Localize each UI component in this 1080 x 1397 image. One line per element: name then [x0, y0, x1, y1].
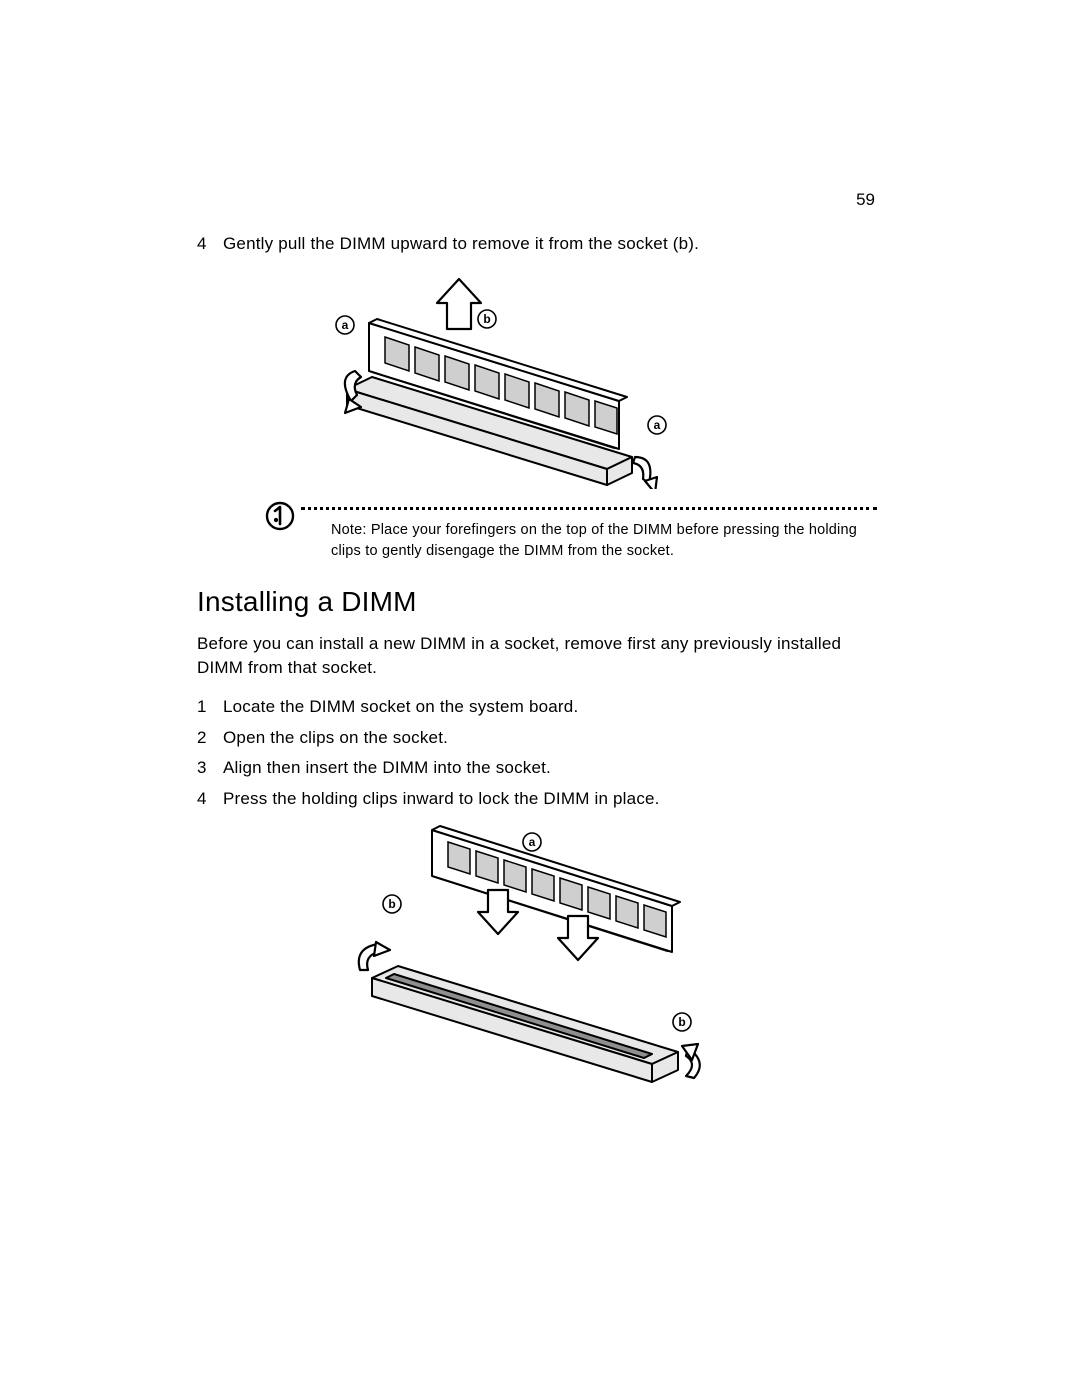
svg-text:b: b	[483, 312, 490, 326]
section-heading-install: Installing a DIMM	[197, 586, 877, 618]
note-body: Place your forefingers on the top of the…	[331, 522, 857, 559]
figure-install-dimm: a b b	[322, 824, 752, 1084]
step-number: 2	[197, 726, 223, 751]
note-rule	[301, 507, 877, 510]
step-text: Press the holding clips inward to lock t…	[223, 787, 877, 812]
step-number: 4	[197, 787, 223, 812]
svg-text:b: b	[678, 1015, 685, 1029]
install-step-2: 2 Open the clips on the socket.	[197, 726, 877, 751]
install-step-4: 4 Press the holding clips inward to lock…	[197, 787, 877, 812]
step-text: Align then insert the DIMM into the sock…	[223, 756, 877, 781]
step-number: 3	[197, 756, 223, 781]
document-page: 59 4 Gently pull the DIMM upward to remo…	[197, 190, 877, 1102]
note-prefix: Note:	[331, 522, 371, 538]
step-text: Open the clips on the socket.	[223, 726, 877, 751]
svg-text:a: a	[342, 318, 349, 332]
note-text: Note: Place your forefingers on the top …	[301, 520, 877, 562]
svg-text:a: a	[654, 418, 661, 432]
step-number: 1	[197, 695, 223, 720]
remove-step-4: 4 Gently pull the DIMM upward to remove …	[197, 232, 877, 257]
figure-remove-dimm: a a b	[317, 269, 757, 489]
install-step-3: 3 Align then insert the DIMM into the so…	[197, 756, 877, 781]
install-intro: Before you can install a new DIMM in a s…	[197, 632, 877, 681]
svg-text:b: b	[388, 897, 395, 911]
step-text: Gently pull the DIMM upward to remove it…	[223, 232, 877, 257]
note-block: Note: Place your forefingers on the top …	[265, 507, 877, 562]
step-number: 4	[197, 232, 223, 257]
page-number: 59	[197, 190, 877, 210]
install-step-1: 1 Locate the DIMM socket on the system b…	[197, 695, 877, 720]
note-icon	[265, 501, 301, 536]
svg-text:a: a	[529, 835, 536, 849]
step-text: Locate the DIMM socket on the system boa…	[223, 695, 877, 720]
